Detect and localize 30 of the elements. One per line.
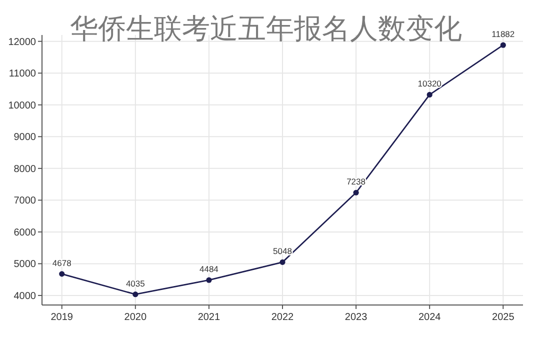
point (500, 42, 506, 48)
point (353, 190, 359, 196)
data-label: 4035 (126, 278, 146, 288)
data-label: 11882 (492, 29, 515, 40)
x-tick-label: 2020 (124, 312, 147, 323)
y-tick-label: 6000 (14, 227, 36, 238)
x-tick-label: 2022 (271, 312, 294, 323)
y-tick-label: 12000 (8, 36, 36, 48)
x-tick-label: 2019 (50, 312, 74, 323)
point (280, 259, 286, 265)
point (426, 92, 432, 98)
y-tick-label: 11000 (8, 68, 36, 80)
x-tick-label: 2024 (418, 312, 442, 323)
data-label: 4678 (52, 258, 72, 268)
point (59, 271, 65, 277)
x-tick-label: 2021 (198, 312, 221, 323)
data-label: 10320 (418, 78, 442, 89)
data-label: 5048 (273, 246, 292, 256)
y-tick-label: 8000 (14, 164, 36, 175)
point (206, 277, 212, 283)
data-label: 4484 (199, 264, 219, 274)
chart-title: 华侨生联考近五年报名人数变化 (70, 13, 462, 44)
point (132, 292, 138, 298)
x-tick-label: 2025 (492, 312, 515, 323)
y-tick-label: 10000 (8, 100, 36, 112)
y-tick-label: 5000 (14, 259, 36, 270)
y-tick-label: 4000 (14, 290, 36, 302)
y-tick-label: 9000 (14, 132, 36, 144)
y-tick-label: 7000 (14, 196, 36, 207)
x-tick-label: 2023 (344, 312, 368, 323)
